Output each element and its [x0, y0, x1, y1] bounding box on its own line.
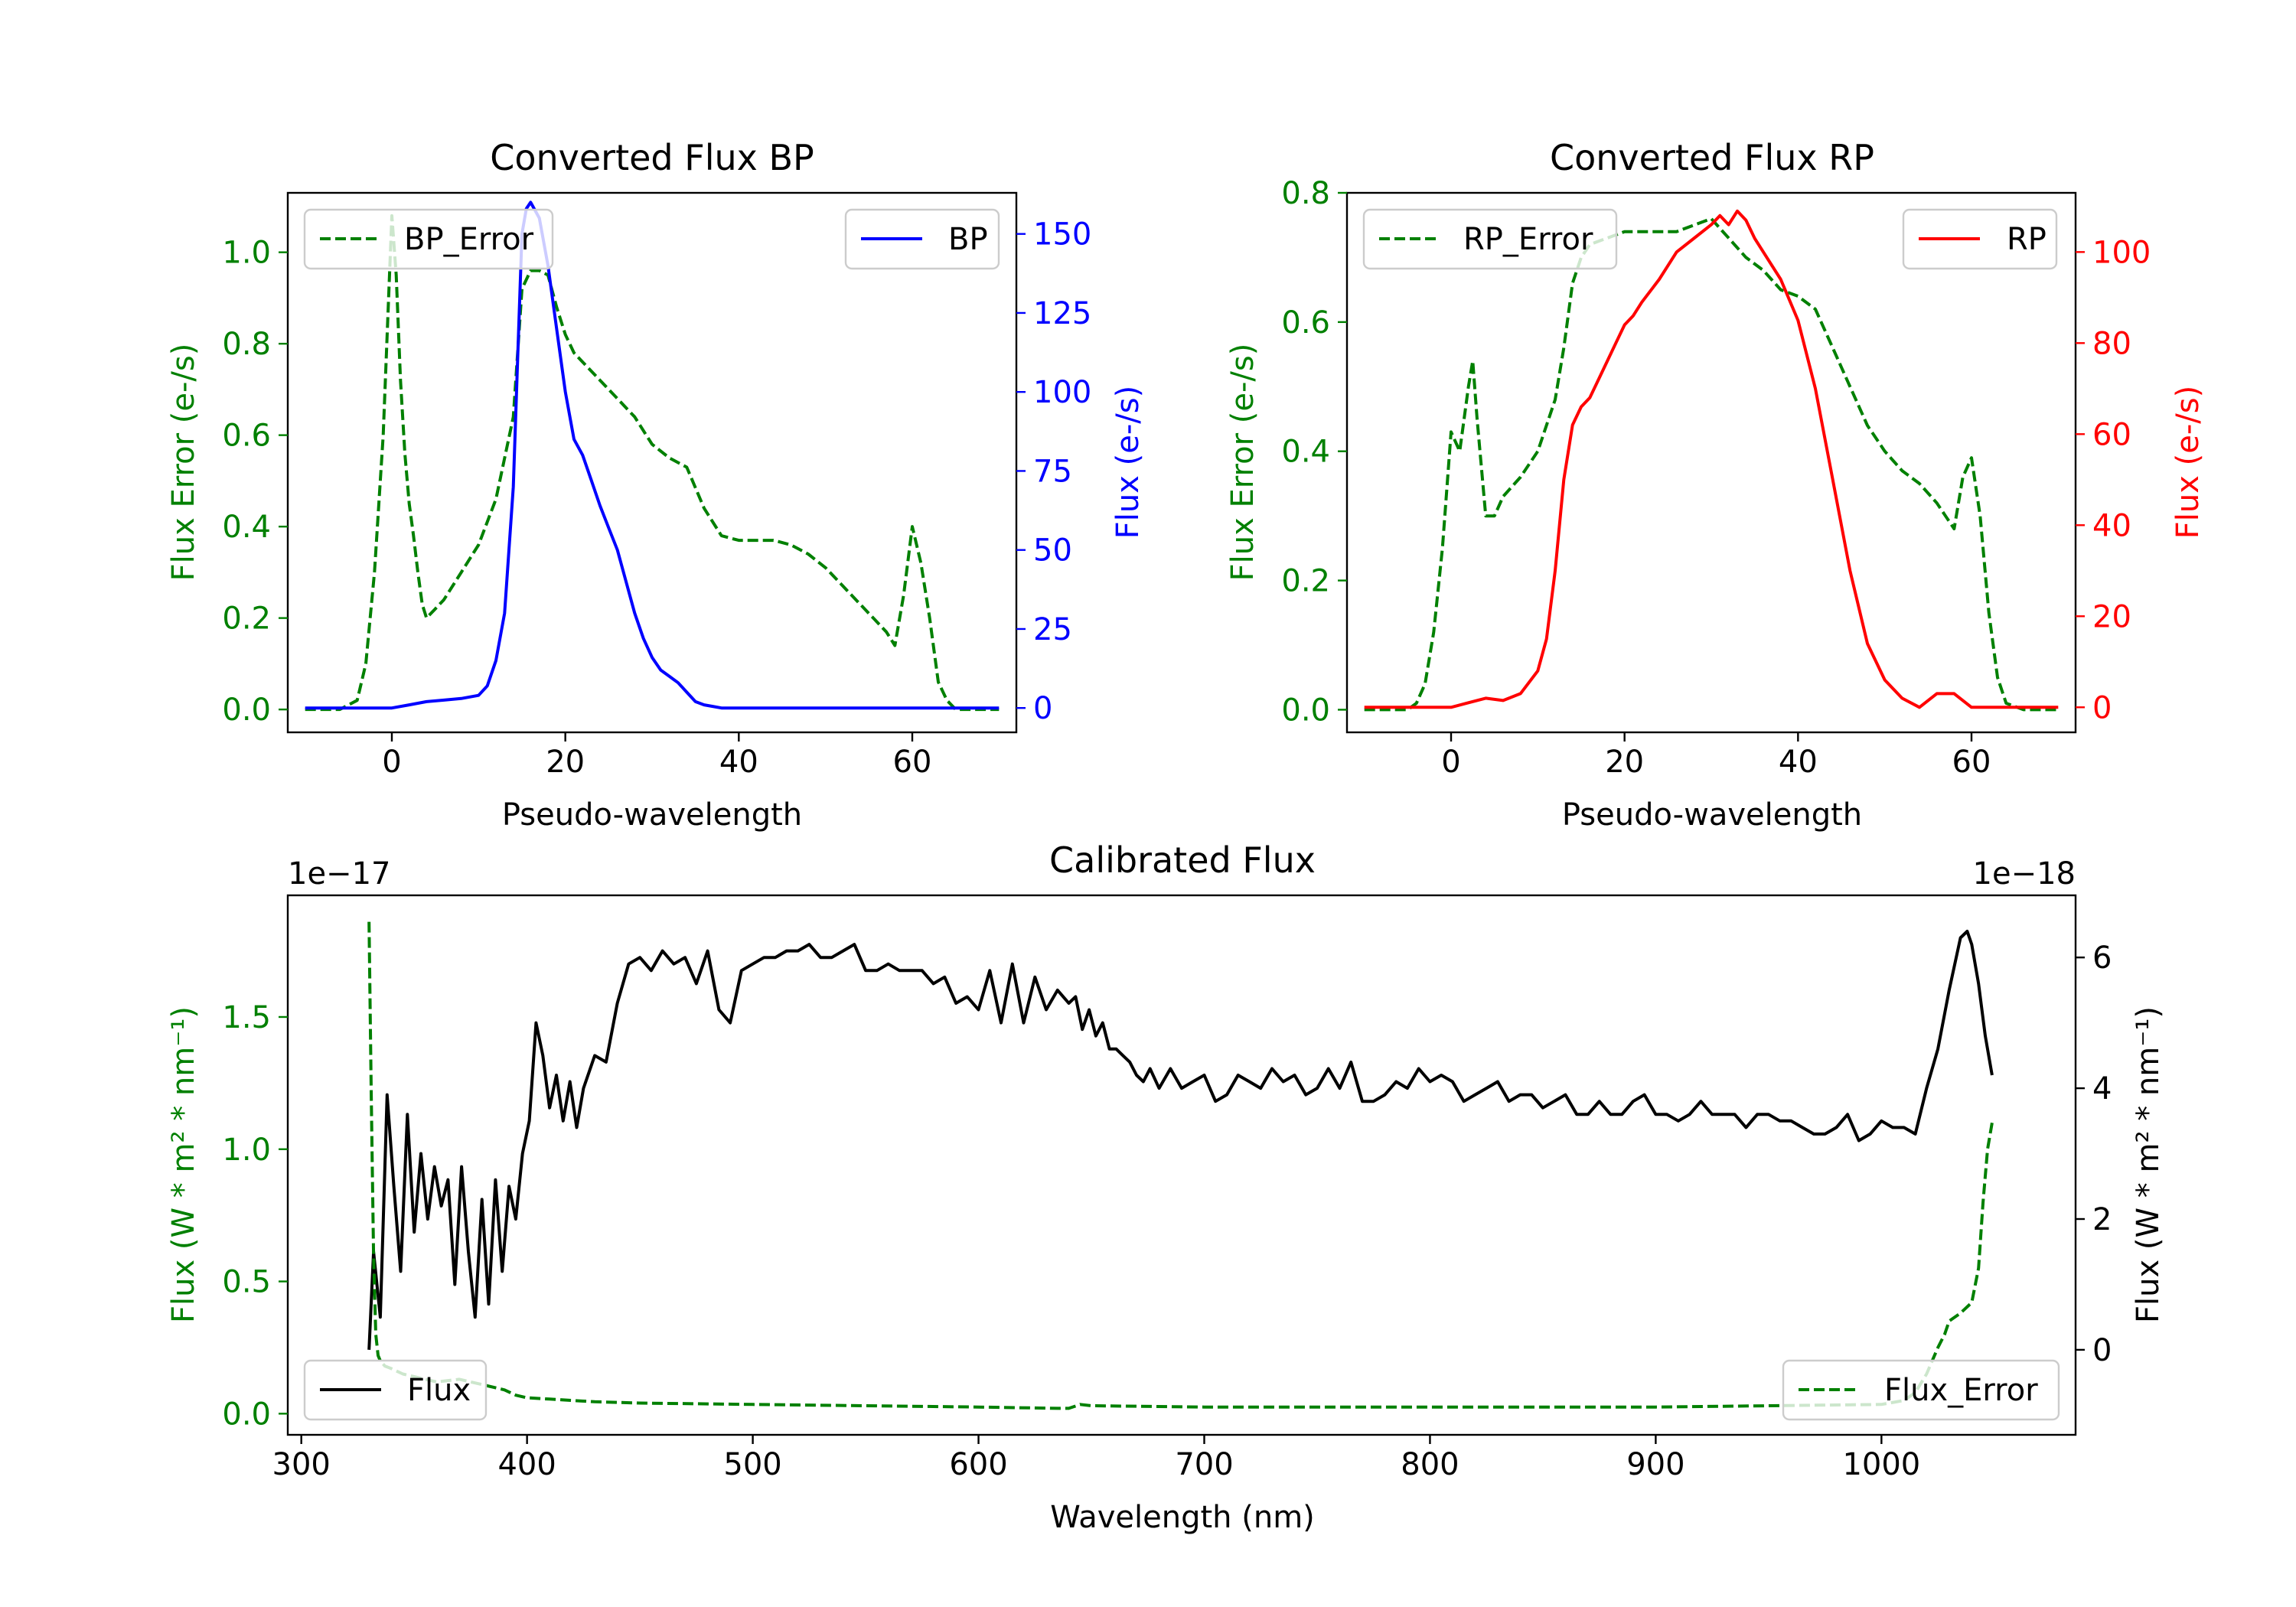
left-tick-label: 0.8 [1281, 176, 1330, 211]
right-tick-label: 50 [1033, 533, 1072, 569]
chart-bp-legend-right: BP [844, 208, 1000, 270]
chart-rp-legend-left-label: RP_Error [1463, 222, 1593, 257]
chart-bp-right-ticks: 0 25 50 75 100 125 150 [1016, 217, 1091, 726]
chart-rp-x-ticks: 0 20 40 60 [1441, 732, 1991, 780]
chart-rp-title: Converted Flux RP [1550, 137, 1874, 178]
chart-rp-legend-right-label: RP [2007, 222, 2047, 257]
right-tick-label: 0 [2092, 1333, 2112, 1368]
left-tick-label: 0.2 [222, 601, 271, 637]
chart-bp: Converted Flux BP 0 20 40 60 0.00.20.40.60.… [166, 137, 1146, 833]
x-tick-label: 40 [1779, 745, 1818, 780]
chart-cal-left-ticks: 0.0 0.5 1.0 1.5 [222, 1000, 288, 1432]
x-tick-label: 20 [546, 745, 585, 780]
left-tick-label: 0.8 [222, 327, 271, 362]
chart-rp-frame [1345, 191, 2077, 734]
right-tick-label: 40 [2092, 508, 2131, 543]
chart-rp-legend-left: RP_Error [1362, 208, 1618, 270]
chart-bp-x-ticks: 0 20 40 60 [382, 732, 931, 780]
left-tick-label: 0.6 [222, 419, 271, 454]
x-tick-label: 0 [382, 745, 401, 780]
right-tick-label: 125 [1033, 296, 1091, 331]
right-tick-label: 75 [1033, 454, 1072, 489]
x-tick-label: 1000 [1842, 1447, 1920, 1482]
right-tick-label: 150 [1033, 217, 1091, 253]
left-tick-label: 1.0 [222, 236, 271, 271]
x-tick-label: 400 [497, 1447, 556, 1482]
series-rp-line [1364, 209, 2059, 709]
right-tick-label: 100 [2092, 235, 2151, 270]
series-bp-error-line [305, 214, 1000, 712]
x-tick-label: 60 [893, 745, 932, 780]
right-tick-label: 6 [2092, 940, 2112, 976]
chart-bp-xlabel: Pseudo-wavelength [502, 797, 802, 833]
chart-cal-left-label: Flux (W * m² * nm⁻¹) [166, 1006, 201, 1323]
x-tick-label: 20 [1605, 745, 1644, 780]
chart-cal-legend-right: Flux_Error [1782, 1359, 2060, 1421]
chart-cal-x-ticks: 300 400 500 600 700 800 900 1000 [272, 1435, 1920, 1482]
left-tick-label: 0.4 [222, 510, 271, 545]
series-rp-error-line [1364, 217, 2059, 712]
chart-cal-title: Calibrated Flux [1049, 839, 1316, 881]
right-tick-label: 25 [1033, 612, 1072, 647]
right-tick-label: 4 [2092, 1071, 2112, 1107]
x-tick-label: 0 [1441, 745, 1460, 780]
chart-rp-right-label: Flux (e-/s) [2170, 386, 2206, 539]
chart-rp-left-label: Flux Error (e-/s) [1225, 344, 1261, 582]
left-tick-label: 0.2 [1281, 564, 1330, 599]
left-tick-label: 0.5 [222, 1265, 271, 1300]
chart-bp-left-label: Flux Error (e-/s) [166, 344, 201, 582]
chart-rp-legend-right: RP [1902, 208, 2058, 270]
chart-bp-legend-right-label: BP [948, 222, 988, 257]
right-tick-label: 100 [1033, 375, 1091, 410]
chart-bp-legend-left: BP_Error [303, 208, 554, 270]
left-tick-label: 0.4 [1281, 435, 1330, 470]
chart-calibrated: Calibrated Flux 300 400 500 600 700 800 900 100… [166, 839, 2166, 1535]
chart-cal-frame [286, 894, 2077, 1436]
left-tick-label: 1.5 [222, 1000, 271, 1035]
chart-bp-frame [286, 191, 1018, 734]
chart-bp-right-label: Flux (e-/s) [1110, 386, 1146, 539]
x-tick-label: 600 [949, 1447, 1007, 1482]
chart-bp-plot-area [305, 200, 1000, 712]
chart-cal-xlabel: Wavelength (nm) [1050, 1500, 1315, 1535]
x-tick-label: 900 [1626, 1447, 1684, 1482]
x-tick-label: 300 [272, 1447, 331, 1482]
x-tick-label: 500 [723, 1447, 781, 1482]
series-flux-line [367, 930, 1994, 1350]
series-bp-line [305, 200, 1000, 710]
chart-rp-xlabel: Pseudo-wavelength [1562, 797, 1862, 833]
right-tick-label: 0 [2092, 690, 2112, 725]
chart-rp-plot-area [1364, 209, 2059, 712]
left-tick-label: 0.0 [222, 1397, 271, 1432]
right-tick-label: 0 [1033, 691, 1052, 726]
x-tick-label: 60 [1952, 745, 1991, 780]
chart-cal-legend-right-label: Flux_Error [1884, 1373, 2038, 1408]
chart-cal-right-ticks: 0 2 4 6 [2076, 940, 2112, 1368]
chart-bp-left-ticks: 0.0 0.2 0.4 0.6 0.8 1.0 [222, 236, 288, 728]
x-tick-label: 800 [1401, 1447, 1459, 1482]
chart-cal-legend-left: Flux [303, 1359, 488, 1421]
chart-rp: Converted Flux RP 0 20 40 60 0.00.20.40.60.… [1225, 137, 2206, 833]
left-tick-label: 1.0 [222, 1133, 271, 1168]
chart-rp-right-ticks: 0 20 40 60 80 100 [2076, 235, 2151, 725]
left-tick-label: 0.6 [1281, 305, 1330, 341]
chart-bp-title: Converted Flux BP [490, 137, 814, 178]
right-tick-label: 2 [2092, 1202, 2112, 1237]
chart-bp-legend-left-label: BP_Error [404, 222, 534, 257]
left-tick-label: 0.0 [1281, 693, 1330, 728]
x-tick-label: 700 [1175, 1447, 1233, 1482]
right-tick-label: 60 [2092, 417, 2131, 452]
left-tick-label: 0.0 [222, 693, 271, 728]
chart-cal-left-offset: 1e−17 [288, 856, 390, 892]
x-tick-label: 40 [719, 745, 758, 780]
right-tick-label: 80 [2092, 326, 2131, 361]
right-tick-label: 20 [2092, 599, 2131, 634]
chart-cal-right-offset: 1e−18 [1973, 856, 2076, 892]
chart-cal-legend-left-label: Flux [407, 1373, 471, 1408]
chart-cal-right-label: Flux (W * m² * nm⁻¹) [2131, 1006, 2166, 1323]
chart-rp-left-ticks: 0.0 0.2 0.4 0.6 0.8 [1281, 176, 1347, 728]
